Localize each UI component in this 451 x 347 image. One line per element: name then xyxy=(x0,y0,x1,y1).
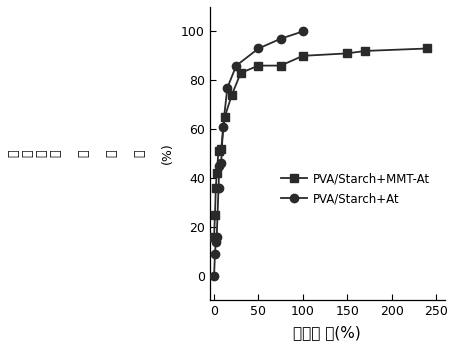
PVA/Starch+At xyxy=(299,29,305,33)
PVA/Starch+At xyxy=(218,161,223,166)
PVA/Starch+At xyxy=(277,37,283,41)
PVA/Starch+At xyxy=(216,164,221,168)
Y-axis label: 累
积
释
放
 
百
 
分
 
比
 
(%): 累 积 释 放 百 分 比 (%) xyxy=(7,143,174,164)
PVA/Starch+MMT-At xyxy=(221,115,227,119)
PVA/Starch+At xyxy=(213,239,218,244)
PVA/Starch+MMT-At xyxy=(218,147,223,151)
PVA/Starch+MMT-At xyxy=(212,213,217,217)
Line: PVA/Starch+At: PVA/Starch+At xyxy=(209,27,306,280)
PVA/Starch+MMT-At xyxy=(277,64,283,68)
PVA/Starch+At xyxy=(255,46,261,51)
PVA/Starch+MMT-At xyxy=(238,71,243,75)
PVA/Starch+MMT-At xyxy=(213,186,218,190)
PVA/Starch+MMT-At xyxy=(362,49,367,53)
PVA/Starch+At xyxy=(211,274,216,278)
PVA/Starch+MMT-At xyxy=(211,235,216,239)
Line: PVA/Starch+MMT-At: PVA/Starch+MMT-At xyxy=(209,44,431,241)
PVA/Starch+MMT-At xyxy=(255,64,261,68)
PVA/Starch+MMT-At xyxy=(215,149,221,153)
PVA/Starch+At xyxy=(215,186,221,190)
PVA/Starch+At xyxy=(224,85,230,90)
PVA/Starch+MMT-At xyxy=(229,93,234,97)
PVA/Starch+At xyxy=(213,235,219,239)
PVA/Starch+MMT-At xyxy=(423,46,429,51)
PVA/Starch+MMT-At xyxy=(299,54,305,58)
PVA/Starch+At xyxy=(220,125,225,129)
PVA/Starch+MMT-At xyxy=(344,51,349,56)
Legend: PVA/Starch+MMT-At, PVA/Starch+At: PVA/Starch+MMT-At, PVA/Starch+At xyxy=(276,168,433,210)
X-axis label: 洸入时 间(%): 洸入时 间(%) xyxy=(293,325,360,340)
PVA/Starch+At xyxy=(233,64,239,68)
PVA/Starch+At xyxy=(212,252,217,256)
PVA/Starch+MMT-At xyxy=(213,171,219,175)
